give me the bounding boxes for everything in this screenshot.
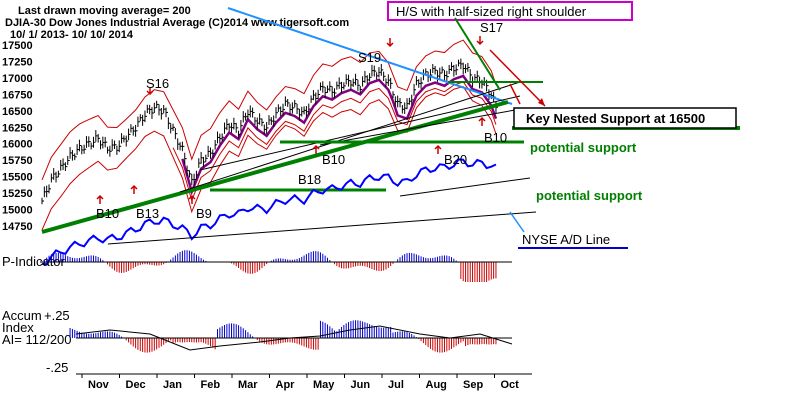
signal-b20: B20 [444, 152, 467, 167]
downtrend-line [227, 7, 513, 105]
projection-arrow-2 [509, 83, 521, 105]
ad-trend-line [399, 177, 531, 197]
signal-s17: S17 [480, 20, 503, 35]
month-tick-label: Mar [238, 379, 258, 391]
y-tick-label: 16250 [2, 122, 33, 134]
month-tick-label: Jan [163, 379, 182, 391]
month-tick-label: Feb [201, 379, 221, 391]
ad-label-pointer [509, 211, 525, 233]
month-tick-label: Nov [88, 379, 110, 391]
month-tick-label: May [313, 379, 335, 391]
signal-b13: B13 [136, 206, 159, 221]
y-axis-ticks: 17500 17250 17000 16750 16500 16250 16000 15750… [2, 40, 33, 233]
projection-arrowhead-1 [538, 98, 545, 106]
potential-support-label-2: potential support [536, 188, 643, 203]
accum-ma-line [75, 325, 513, 351]
moving-average-line [181, 74, 498, 196]
y-tick-label: 17250 [2, 56, 33, 68]
nyse-ad-label: NYSE A/D Line [522, 232, 610, 247]
y-tick-label: 15250 [2, 188, 33, 200]
signal-b9: B9 [196, 206, 212, 221]
y-tick-label: 15000 [2, 205, 33, 217]
accum-label: Accum [2, 308, 42, 323]
bollinger-bands [41, 39, 498, 231]
y-tick-label: 17500 [2, 40, 33, 52]
y-tick-label: 15750 [2, 155, 33, 167]
accum-bottom-tick: -.25 [46, 360, 68, 375]
upper-band [41, 39, 497, 181]
accum-top-tick: +.25 [44, 308, 70, 323]
uptrend-support-line [41, 100, 509, 234]
signal-b10-2: B10 [322, 152, 345, 167]
projection-arrow-1 [489, 49, 546, 107]
index-label: Index [2, 320, 34, 335]
hs-annotation-box [387, 1, 633, 21]
hs-annotation-text: H/S with half-sized right shoulder [396, 4, 587, 19]
month-tick-label: Jul [388, 379, 404, 391]
lower-channel-line [319, 109, 516, 146]
nyse-ad-line [41, 158, 497, 266]
y-tick-label: 15500 [2, 172, 33, 184]
signal-s16: S16 [146, 76, 169, 91]
p-indicator-label: P-Indicator [2, 254, 66, 269]
date-range: 10/ 1/ 2013- 10/ 10/ 2014 [10, 29, 134, 41]
month-tick-label: Sep [463, 379, 483, 391]
y-tick-label: 17000 [2, 73, 33, 85]
month-axis-ticks: Nov Dec Jan Feb Mar Apr May Jun Jul Aug Sep Oct [81, 374, 520, 391]
upper-channel-line [179, 81, 521, 193]
inner-channel-line [199, 95, 521, 171]
signal-b10-3: B10 [484, 130, 507, 145]
month-tick-label: Dec [126, 379, 146, 391]
signal-b10-1: B10 [96, 206, 119, 221]
potential-support-label-1: potential support [530, 140, 637, 155]
ad-support-line [107, 211, 537, 245]
price-bars [41, 58, 498, 205]
ai-value-label: AI= 112/200 [2, 332, 72, 347]
key-support-box [513, 107, 737, 129]
hs-pointer-line [454, 17, 501, 91]
signal-b18: B18 [298, 172, 321, 187]
month-tick-label: Jun [351, 379, 371, 391]
y-tick-label: 16000 [2, 139, 33, 151]
month-tick-label: Oct [501, 379, 520, 391]
y-tick-label: 14750 [2, 221, 33, 233]
p-indicator-histogram [43, 250, 497, 282]
lower-band [41, 86, 497, 231]
moving-average-note: Last drawn moving average= 200 [18, 5, 191, 17]
moving-average-200 [172, 81, 497, 202]
month-tick-label: Aug [426, 379, 447, 391]
accum-histogram [69, 320, 497, 353]
signal-s19: S19 [358, 50, 381, 65]
y-tick-label: 16750 [2, 89, 33, 101]
signal-arrows [96, 36, 486, 204]
chart-title: DJIA-30 Dow Jones Industrial Average (C)… [5, 17, 349, 29]
month-tick-label: Apr [276, 379, 296, 391]
key-support-text: Key Nested Support at 16500 [526, 111, 705, 126]
y-tick-label: 16500 [2, 106, 33, 118]
